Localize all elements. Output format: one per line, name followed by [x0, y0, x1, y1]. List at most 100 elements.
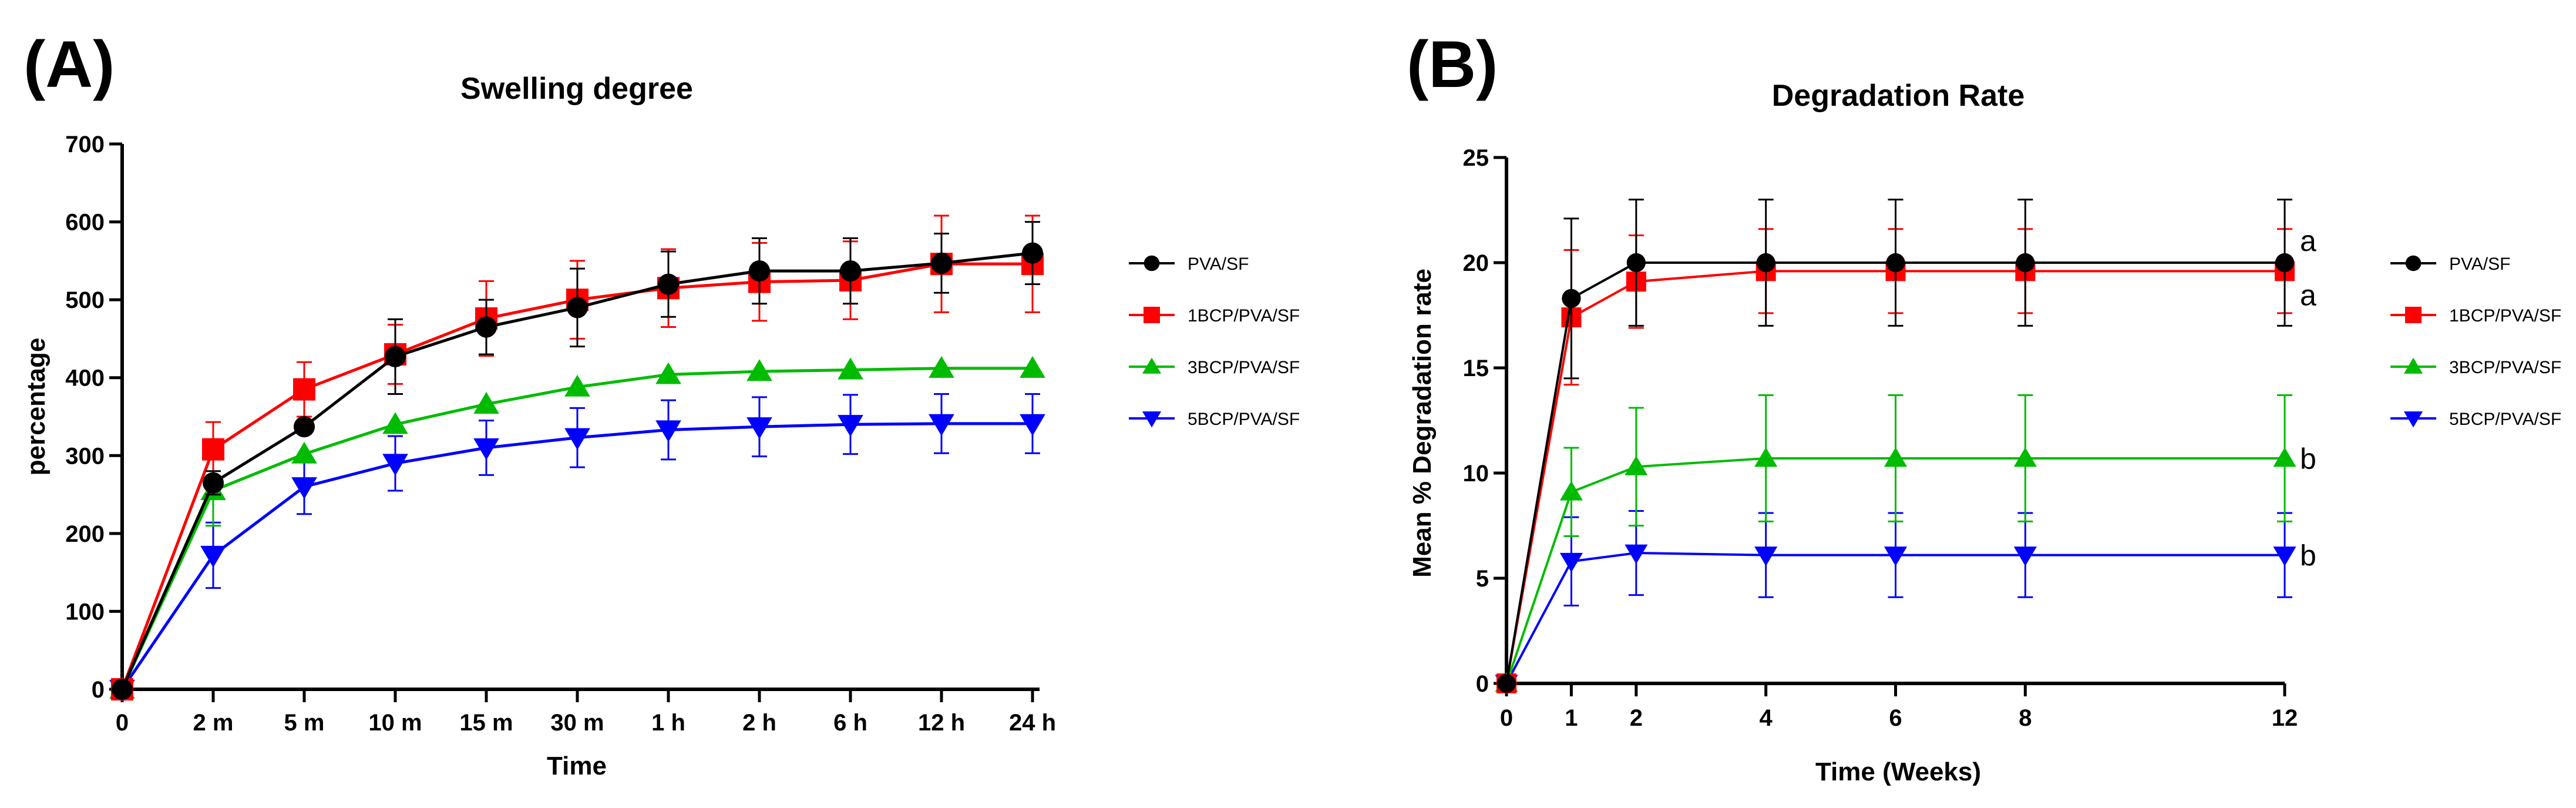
chart-a-legend-marker: [1142, 357, 1162, 374]
chart-b-series-3BCP/PVA/SF: b: [1495, 394, 2316, 692]
chart-b-series-5BCP/PVA/SF: b: [1495, 509, 2316, 695]
chart-b-xtick-label: 6: [1889, 705, 1902, 731]
chart-a-data-point: [202, 472, 224, 494]
chart-b-data-point: [2013, 547, 2037, 566]
chart-a-legend-label: 5BCP/PVA/SF: [1188, 410, 1300, 429]
chart-b-data-point: [1754, 547, 1778, 566]
chart-a-xtick-label: 24 h: [1009, 710, 1056, 736]
chart-a-xtick-label: 5 m: [284, 710, 325, 736]
chart-a-series-5BCP/PVA/SF: [109, 393, 1045, 702]
chart-b-xtick-label: 2: [1630, 705, 1643, 731]
chart-b-legend-label: 5BCP/PVA/SF: [2449, 410, 2561, 429]
chart-a-xtick-label: 15 m: [459, 710, 513, 736]
chart-a-data-point: [655, 420, 681, 442]
chart-b-xlabel: Time (Weeks): [1815, 757, 1981, 786]
chart-a-data-point: [929, 414, 954, 436]
chart-a-data-point: [564, 374, 590, 397]
chart-b-data-point: [1626, 253, 1646, 273]
chart-a-legend-label: PVA/SF: [1188, 254, 1249, 274]
chart-b-legend-marker: [2403, 411, 2423, 428]
chart-b-xtick-label: 1: [1565, 705, 1578, 731]
chart-b-data-point: [2273, 447, 2296, 467]
chart-a-data-point: [382, 454, 408, 476]
chart-a-data-point: [293, 416, 315, 438]
chart-a-title: Swelling degree: [460, 72, 693, 106]
chart-b-data-point: [1559, 481, 1583, 501]
panel-a-plot: 0 100 200 300 400 500 600 700 0 2 m 5 m 10 m 15 m 30 …: [65, 132, 1300, 736]
chart-a-legend-marker: [1144, 307, 1160, 323]
chart-a-xlabel: Time: [547, 752, 607, 780]
chart-a-series-PVA/SF: [111, 221, 1044, 700]
chart-a-data-point: [291, 477, 317, 499]
chart-a-ytick-label: 300: [65, 443, 105, 469]
chart-a-legend-label: 1BCP/PVA/SF: [1188, 306, 1300, 326]
chart-b-significance-label: a: [2300, 224, 2316, 257]
chart-a-data-point: [839, 260, 862, 282]
chart-b-data-point: [1884, 447, 1908, 467]
chart-b-data-point: [1559, 552, 1583, 573]
chart-b-xtick-label: 12: [2272, 705, 2298, 731]
chart-a-xtick-label: 0: [116, 710, 129, 736]
chart-b-xtick-label: 8: [2019, 705, 2032, 731]
chart-b-legend-label: PVA/SF: [2449, 254, 2510, 274]
chart-b-significance-label: b: [2300, 442, 2316, 475]
chart-b-legend-marker: [2405, 255, 2422, 271]
chart-a-data-point: [746, 417, 772, 440]
chart-b-data-point: [1625, 544, 1648, 564]
chart-a-data-point: [200, 545, 226, 568]
chart-a-ytick-label: 100: [65, 599, 105, 625]
chart-a-data-point: [655, 362, 681, 384]
chart-a-xtick-label: 2 m: [193, 710, 234, 736]
chart-a-ytick-label: 200: [65, 521, 105, 547]
chart-a-legend-marker: [1144, 255, 1160, 271]
chart-a-legend-marker: [1142, 411, 1162, 428]
chart-a-xtick-label: 10 m: [368, 710, 422, 736]
chart-a-data-point: [1021, 242, 1044, 264]
chart-a-data-point: [566, 297, 588, 318]
chart-a-ytick-label: 700: [65, 132, 105, 157]
chart-b-legend-label: 1BCP/PVA/SF: [2449, 306, 2561, 326]
chart-a-ytick-label: 500: [65, 287, 105, 313]
chart-b-data-point: [1754, 447, 1778, 467]
chart-a-xtick-label: 30 m: [550, 710, 604, 736]
chart-b-ytick-label: 5: [1476, 566, 1489, 592]
chart-a-ytick-label: 400: [65, 366, 105, 391]
chart-b-data-point: [1496, 673, 1516, 693]
chart-a-data-point: [475, 316, 497, 338]
chart-b-ytick-label: 15: [1463, 356, 1489, 381]
chart-a-data-point: [930, 252, 953, 274]
chart-a-data-point: [111, 678, 133, 700]
chart-b-title: Degradation Rate: [1772, 79, 2025, 113]
chart-b-data-point: [1562, 289, 1581, 309]
chart-a-data-point: [929, 356, 954, 378]
chart-a-data-point: [202, 438, 224, 461]
chart-b-data-point: [2016, 253, 2035, 273]
chart-b-ytick-label: 10: [1463, 461, 1489, 487]
chart-a-data-point: [291, 441, 317, 464]
chart-b-data-point: [2013, 447, 2037, 467]
chart-a-xtick-label: 12 h: [918, 710, 965, 736]
chart-a-data-point: [384, 346, 406, 367]
chart-b-significance-label: b: [2300, 539, 2316, 572]
chart-b-ytick-label: 20: [1463, 250, 1489, 276]
chart-b-ytick-label: 25: [1463, 145, 1489, 171]
panel-a-label: (A): [23, 28, 115, 101]
chart-b-series-1BCP/PVA/SF: a: [1496, 228, 2316, 693]
chart-a-xtick-label: 6 h: [833, 710, 867, 736]
chart-b-data-point: [2273, 547, 2296, 566]
chart-b-ytick-label: 0: [1476, 671, 1489, 697]
chart-a-data-point: [564, 428, 590, 450]
chart-a-legend-label: 3BCP/PVA/SF: [1188, 358, 1300, 377]
chart-a-data-point: [657, 273, 680, 295]
chart-a-ytick-label: 600: [65, 210, 105, 236]
chart-b-data-point: [1625, 455, 1648, 475]
chart-b-data-point: [2275, 253, 2295, 273]
chart-a-data-point: [473, 391, 499, 414]
chart-b-data-point: [1884, 547, 1908, 566]
chart-b-legend-marker: [2403, 357, 2423, 374]
chart-a-data-point: [838, 415, 863, 437]
chart-a-data-point: [1020, 414, 1045, 436]
chart-b-xtick-label: 4: [1760, 705, 1773, 731]
